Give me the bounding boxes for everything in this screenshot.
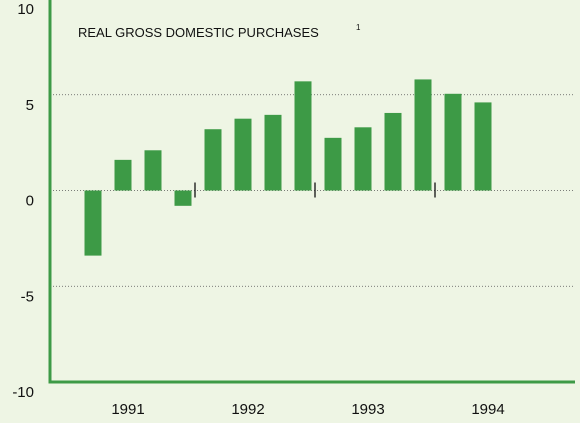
bar (144, 150, 162, 191)
y-tick-label: 5 (26, 97, 34, 114)
bar (204, 129, 222, 191)
bar (174, 190, 192, 206)
x-tick-label: 1993 (351, 401, 384, 418)
bar (474, 102, 492, 191)
bar (444, 93, 462, 191)
bar (414, 79, 432, 191)
bar (264, 114, 282, 191)
y-tick-label: -10 (12, 384, 34, 401)
bar (384, 112, 402, 191)
title-footnote: 1 (356, 23, 361, 32)
bar (234, 118, 252, 191)
bar (114, 159, 132, 191)
chart-title: REAL GROSS DOMESTIC PURCHASES (78, 25, 319, 40)
x-tick-label: 1992 (231, 401, 264, 418)
y-tick-label: 10 (17, 1, 34, 18)
bar (84, 190, 102, 256)
bar (354, 127, 372, 191)
y-tick-label: 0 (26, 193, 34, 210)
y-tick-label: -5 (21, 288, 34, 305)
bar (324, 137, 342, 191)
bar (294, 81, 312, 191)
x-tick-label: 1991 (111, 401, 144, 418)
x-tick-label: 1994 (471, 401, 504, 418)
